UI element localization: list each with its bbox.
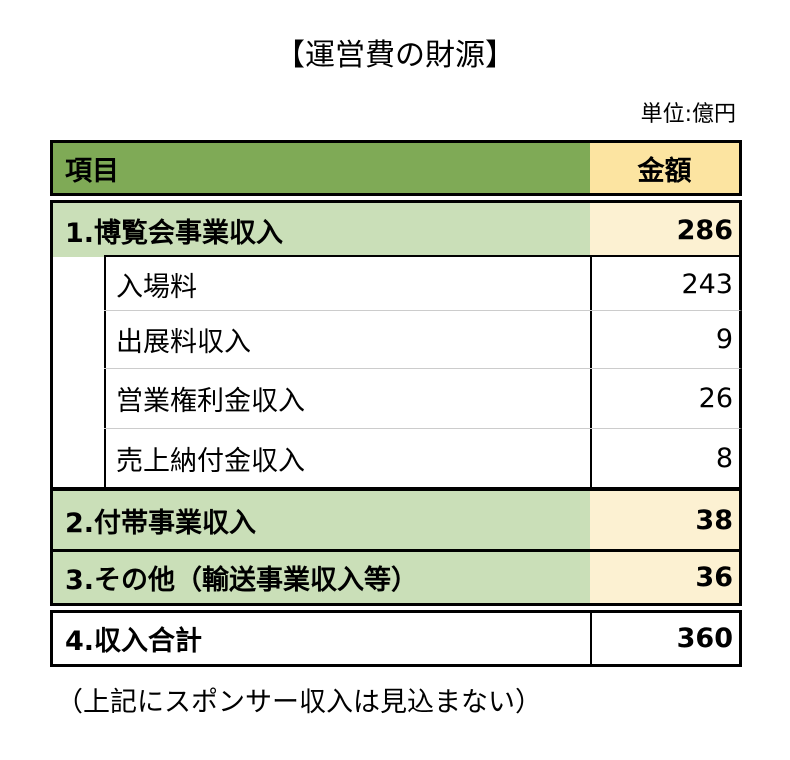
unit-label: 単位:億円: [640, 102, 736, 127]
sub-row-value: 8: [590, 428, 742, 488]
sub-row-value: 9: [590, 310, 742, 368]
page-title: 【運営費の財源】: [275, 38, 515, 73]
sub-row-label: 入場料: [104, 255, 592, 311]
footnote: （上記にスポンサー収入は見込まない）: [56, 687, 542, 718]
category-row-value: 36: [590, 549, 742, 606]
sub-row-value: 26: [590, 368, 742, 428]
header-item: 項目: [50, 140, 592, 196]
total-row-value: 360: [590, 610, 742, 667]
indent-spacer: [50, 257, 106, 489]
sub-row-label: 営業権利金収入: [104, 368, 592, 428]
sub-row-label: 出展料収入: [104, 310, 592, 368]
category-row-label: 1.博覧会事業収入: [50, 200, 592, 257]
header-amount: 金額: [590, 140, 742, 196]
sub-row-label: 売上納付金収入: [104, 428, 592, 488]
category-row-value: 38: [590, 487, 742, 550]
sub-row-value: 243: [590, 255, 742, 311]
category-row-label: 2.付帯事業収入: [50, 487, 592, 550]
category-row-label: 3.その他（輸送事業収入等）: [50, 549, 592, 606]
total-row-label: 4.収入合計: [50, 610, 592, 667]
category-row-value: 286: [590, 200, 742, 257]
